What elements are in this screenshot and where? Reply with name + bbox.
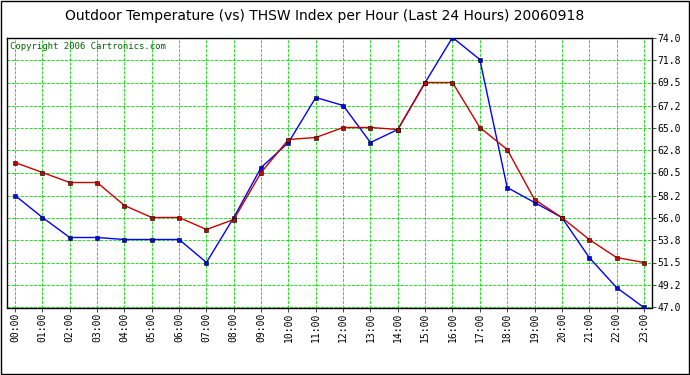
Text: Outdoor Temperature (vs) THSW Index per Hour (Last 24 Hours) 20060918: Outdoor Temperature (vs) THSW Index per … — [65, 9, 584, 23]
Text: Copyright 2006 Cartronics.com: Copyright 2006 Cartronics.com — [10, 42, 166, 51]
